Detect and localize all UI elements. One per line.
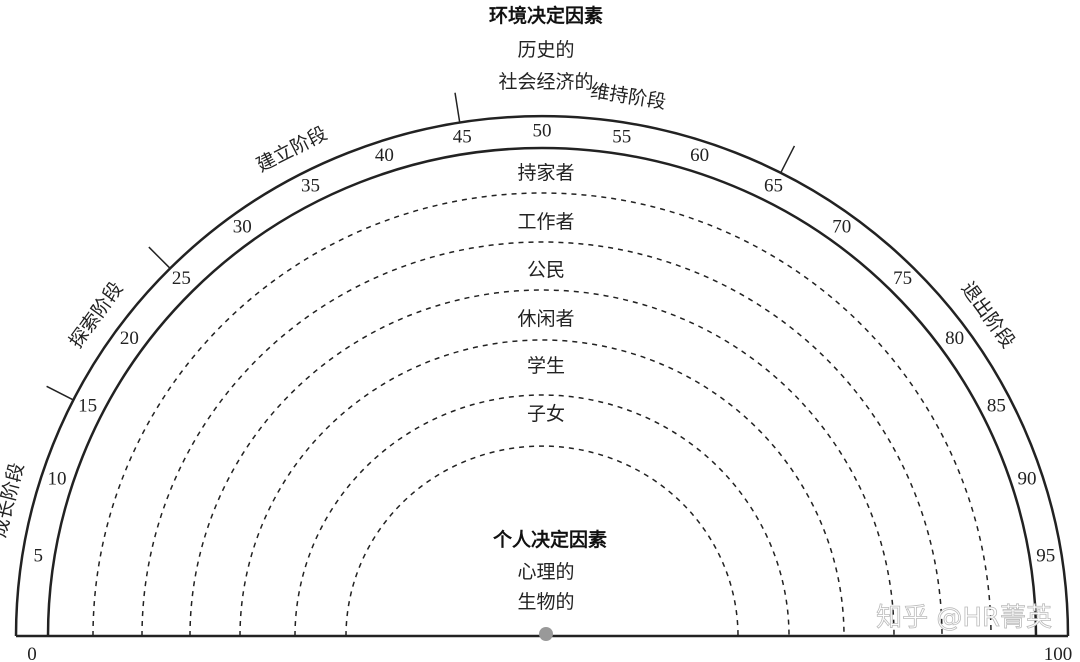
stage-boundary-tick [148, 246, 171, 269]
age-tick-label: 60 [690, 145, 709, 166]
personal-factors-title: 个人决定因素 [492, 528, 607, 551]
environmental-factor-socioeconomic: 社会经济的 [498, 71, 593, 93]
stage-label: 成长阶段 [0, 461, 28, 540]
stage-label: 维持阶段 [589, 80, 668, 114]
stage-boundary-tick [46, 385, 74, 401]
stage-label: 退出阶段 [957, 278, 1019, 352]
role-arc [141, 241, 943, 637]
role-arc [345, 445, 739, 637]
role-label: 持家者 [517, 162, 574, 184]
age-tick-label: 45 [453, 127, 472, 148]
stage-label: 建立阶段 [253, 122, 331, 176]
age-tick-label: 85 [987, 396, 1006, 417]
environmental-factors-title: 环境决定因素 [489, 4, 603, 27]
role-arc [92, 192, 992, 637]
role-label: 子女 [527, 403, 565, 425]
role-arc [189, 289, 895, 637]
age-tick-label: 65 [764, 175, 783, 196]
age-tick-label: 75 [893, 268, 912, 289]
age-tick-label: 35 [301, 175, 320, 196]
stage-boundary-tick [780, 145, 796, 174]
stage-label: 探索阶段 [65, 278, 127, 352]
age-tick-label: 15 [78, 396, 97, 417]
role-arc [294, 394, 790, 637]
role-arc [239, 339, 845, 637]
axis-end-label: 100 [1044, 644, 1073, 662]
age-tick-label: 20 [120, 328, 139, 349]
personal-factor-psychological: 心理的 [517, 561, 574, 583]
age-tick-label: 40 [375, 145, 394, 166]
watermark: 知乎 @HR菁英 [876, 603, 1052, 633]
stage-boundary-tick [454, 92, 461, 123]
environmental-factor-historical: 历史的 [517, 39, 574, 61]
age-tick-label: 5 [34, 546, 44, 567]
age-tick-label: 10 [47, 469, 66, 490]
age-tick-label: 30 [233, 217, 252, 238]
age-tick-label: 70 [832, 217, 851, 238]
age-tick-label: 80 [945, 328, 964, 349]
axis-start-label: 0 [27, 644, 37, 662]
age-tick-label: 25 [172, 268, 191, 289]
role-label: 公民 [527, 259, 565, 281]
role-label: 学生 [527, 355, 565, 377]
age-tick-label: 95 [1036, 546, 1055, 567]
age-tick-label: 90 [1018, 469, 1037, 490]
role-label: 休闲者 [517, 308, 574, 330]
age-tick-label: 50 [533, 120, 552, 141]
role-label: 工作者 [517, 211, 574, 233]
inner-arc [46, 146, 1038, 637]
personal-factor-biological: 生物的 [517, 591, 574, 613]
center-dot [539, 627, 553, 641]
age-tick-label: 55 [612, 127, 631, 148]
outer-arc [14, 114, 1070, 637]
